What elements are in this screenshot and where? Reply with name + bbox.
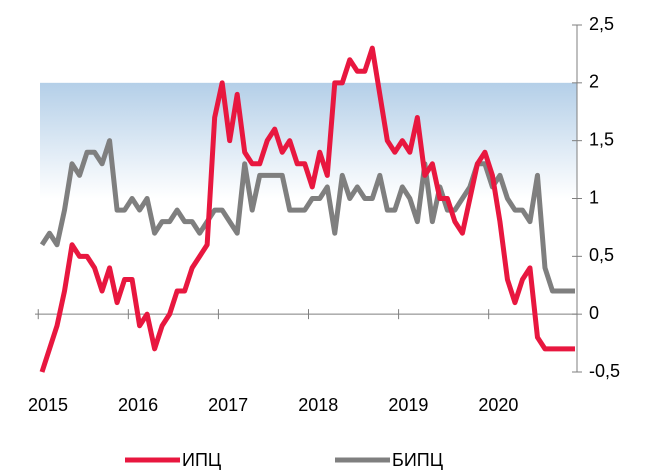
legend-label: БИПЦ <box>392 450 443 470</box>
y-tick-label: -0,5 <box>589 361 620 381</box>
y-tick-label: 2 <box>589 72 599 92</box>
series-line <box>39 138 575 294</box>
legend-label: ИПЦ <box>182 450 221 470</box>
y-tick-label: 0,5 <box>589 245 614 265</box>
x-tick-label: 2018 <box>298 395 338 415</box>
x-tick-label: 2015 <box>28 395 68 415</box>
x-tick-label: 2019 <box>388 395 428 415</box>
y-tick-label: 1,5 <box>589 129 614 149</box>
y-tick-label: 0 <box>589 303 599 323</box>
x-tick-label: 2016 <box>118 395 158 415</box>
x-tick-label: 2017 <box>208 395 248 415</box>
y-tick-label: 1 <box>589 187 599 207</box>
x-tick-label: 2020 <box>478 395 518 415</box>
series-line <box>39 45 575 373</box>
y-tick-label: 2,5 <box>589 14 614 34</box>
